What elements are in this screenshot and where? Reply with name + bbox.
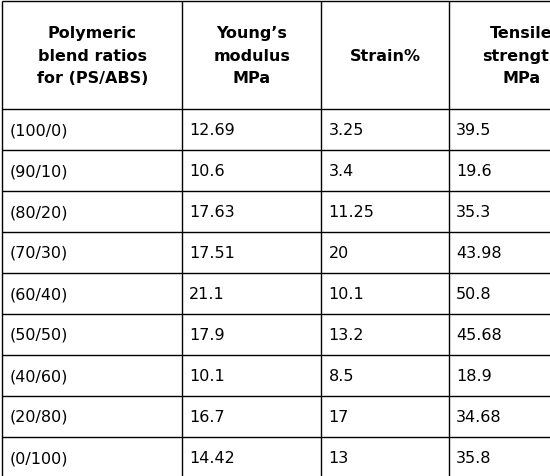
Text: (70/30): (70/30): [9, 246, 68, 260]
Text: (40/60): (40/60): [9, 368, 68, 383]
Text: 13.2: 13.2: [328, 327, 364, 342]
Text: 11.25: 11.25: [328, 205, 374, 219]
Text: 18.9: 18.9: [456, 368, 492, 383]
Text: 34.68: 34.68: [456, 409, 502, 424]
Text: 13: 13: [328, 450, 349, 465]
Text: 17: 17: [328, 409, 349, 424]
Text: (0/100): (0/100): [9, 450, 68, 465]
Text: 3.25: 3.25: [328, 123, 364, 138]
Text: (20/80): (20/80): [9, 409, 68, 424]
Text: (90/10): (90/10): [9, 164, 68, 178]
Text: Young’s
modulus
MPa: Young’s modulus MPa: [213, 26, 290, 86]
Text: 14.42: 14.42: [189, 450, 235, 465]
Text: 17.9: 17.9: [189, 327, 225, 342]
Text: 3.4: 3.4: [328, 164, 354, 178]
Text: 10.1: 10.1: [189, 368, 225, 383]
Text: 35.8: 35.8: [456, 450, 492, 465]
Text: 43.98: 43.98: [456, 246, 502, 260]
Text: 12.69: 12.69: [189, 123, 235, 138]
Text: Polymeric
blend ratios
for (PS/ABS): Polymeric blend ratios for (PS/ABS): [36, 26, 148, 86]
Text: 50.8: 50.8: [456, 287, 492, 301]
Text: 20: 20: [328, 246, 349, 260]
Text: 45.68: 45.68: [456, 327, 502, 342]
Text: (60/40): (60/40): [9, 287, 68, 301]
Text: 16.7: 16.7: [189, 409, 225, 424]
Text: 39.5: 39.5: [456, 123, 491, 138]
Text: 19.6: 19.6: [456, 164, 492, 178]
Text: 8.5: 8.5: [328, 368, 354, 383]
Text: (80/20): (80/20): [9, 205, 68, 219]
Text: 17.63: 17.63: [189, 205, 235, 219]
Text: 10.6: 10.6: [189, 164, 225, 178]
Text: (50/50): (50/50): [9, 327, 68, 342]
Text: 10.1: 10.1: [328, 287, 364, 301]
Text: 35.3: 35.3: [456, 205, 491, 219]
Text: Tensile
strength
MPa: Tensile strength MPa: [482, 26, 550, 86]
Text: 17.51: 17.51: [189, 246, 235, 260]
Text: 21.1: 21.1: [189, 287, 225, 301]
Text: Strain%: Strain%: [350, 49, 421, 63]
Text: (100/0): (100/0): [9, 123, 68, 138]
